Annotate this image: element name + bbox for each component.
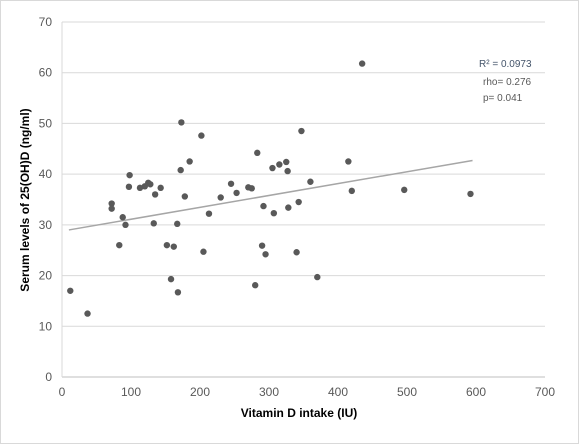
data-point [233,189,240,197]
y-tick-label: 40 [39,167,53,181]
data-point [181,193,189,200]
data-point [307,178,314,185]
x-axis-title: Vitamin D intake (IU) [241,406,357,420]
data-point [198,132,205,139]
data-point [276,161,283,168]
data-point [200,248,207,255]
data-point [150,220,157,227]
y-tick-label: 0 [45,370,52,384]
x-tick-label: 100 [121,385,141,399]
stats-annotation: R² = 0.0973 rho= 0.276 p= 0.041 [479,59,532,104]
data-point [151,191,159,198]
data-point [163,241,171,249]
data-point [177,166,184,174]
data-point [167,275,175,283]
x-tick-labels: 0 100 200 300 400 500 600 700 [59,385,556,399]
y-tick-label: 50 [39,116,53,130]
data-point [84,310,91,317]
data-points [67,60,474,317]
y-tick-label: 10 [39,319,53,333]
data-point [260,202,267,210]
data-point [285,204,292,211]
x-tick-label: 200 [190,385,210,399]
x-tick-label: 700 [535,385,555,399]
data-point [126,171,133,179]
data-point [293,249,300,256]
x-tick-label: 0 [59,385,66,399]
y-tick-label: 70 [39,15,53,29]
data-point [227,180,235,187]
gridlines [62,21,545,327]
x-tick-label: 600 [466,385,486,399]
data-point [298,127,305,135]
data-point [174,220,181,228]
rho-label: rho= 0.276 [483,77,532,88]
data-point [125,183,133,191]
r-squared-label: R² = 0.0973 [479,59,532,70]
y-tick-label: 30 [39,218,53,232]
data-point [108,205,115,212]
data-point [283,158,290,166]
data-point [254,149,261,157]
data-point [270,209,278,217]
p-value-label: p= 0.041 [483,93,523,104]
x-tick-label: 400 [328,385,348,399]
data-point [217,194,224,201]
data-point [284,167,291,175]
data-point [467,190,474,198]
trend-line [68,159,473,231]
data-point [262,251,269,258]
x-tick-label: 300 [259,385,279,399]
data-point [348,187,355,195]
data-point [147,181,154,188]
data-point [119,214,126,221]
x-tick-label: 500 [397,385,417,399]
data-point [345,158,352,165]
data-point [258,242,266,249]
data-point [108,200,115,207]
data-point [178,119,185,126]
data-point [401,186,408,194]
data-point [314,273,321,281]
y-tick-label: 20 [39,269,53,283]
data-point [269,164,276,172]
y-tick-labels: 0 10 20 30 40 50 60 70 [39,15,53,384]
data-point [67,287,74,294]
y-axis-title: Serum levels of 25(OH)D (ng/ml) [18,108,32,291]
data-point [122,221,129,229]
data-point [157,184,164,192]
data-point [358,60,366,67]
data-point [295,198,302,206]
data-point [136,184,144,192]
data-point [186,158,193,165]
data-point [205,210,213,217]
axes [61,22,545,378]
data-point [116,241,123,249]
data-point [170,243,177,250]
data-point [252,282,259,289]
data-point [174,289,182,296]
data-point [248,185,255,192]
y-tick-label: 60 [39,66,53,80]
